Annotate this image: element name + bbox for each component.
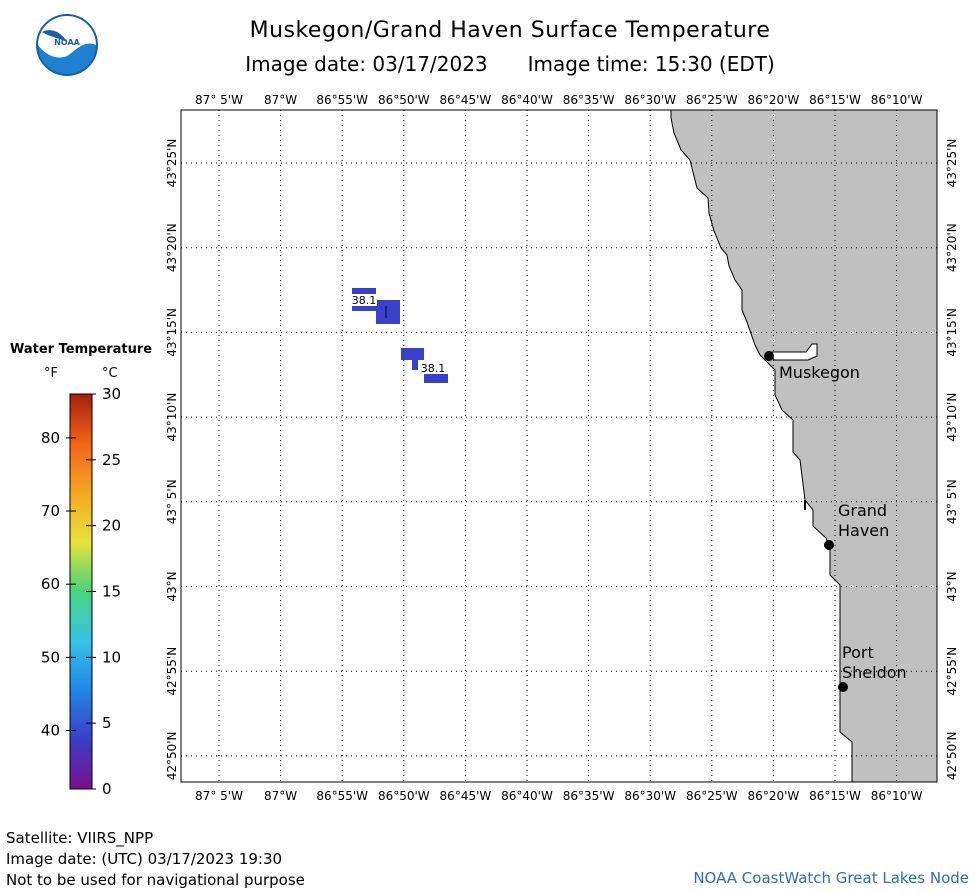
lon-label-bottom: 86°10'W [871,789,923,803]
temperature-colorbar: 0 5 10 15 20 25 30 40 50 60 70 80 [41,385,121,798]
lat-label-right: 43° 5'N [945,479,959,524]
date-line: Image date: 03/17/2023 Image time: 15:30 … [150,52,870,76]
lat-label-left: 43°20'N [165,223,179,272]
lon-label-top: 86°15'W [809,93,861,107]
lon-label-top: 86°25'W [686,93,738,107]
page-title: Muskegon/Grand Haven Surface Temperature [249,18,771,43]
lat-label-right: 43°20'N [945,223,959,272]
c-tick-label: 25 [102,451,121,469]
muskegon-lake [769,343,818,361]
city-label: Grand [838,501,887,520]
lat-label-left: 42°55'N [165,647,179,696]
c-tick-label: 20 [102,517,121,535]
city-marker [764,351,774,361]
map-frame [180,109,938,783]
sst-pixel [352,306,376,311]
credit-text: NOAA CoastWatch Great Lakes Node [693,869,969,887]
lat-label-right: 43°25'N [945,139,959,188]
f-tick-label: 80 [41,429,60,447]
lon-label-bottom: 86°55'W [316,789,368,803]
lat-label-left: 42°50'N [165,731,179,780]
sst-label: 38.1 [352,294,377,307]
lat-label-right: 42°55'N [945,647,959,696]
sst-label: 38.1 [421,362,446,375]
sst-pixel [376,300,400,324]
legend-title: Water Temperature [10,342,153,357]
lon-label-top: 86°50'W [378,93,430,107]
city-label: Port [842,643,874,662]
lon-label-top: 86°40'W [501,93,553,107]
image-time: Image time: 15:30 (EDT) [527,52,775,76]
city-label: Sheldon [842,663,907,682]
lat-label-left: 43°15'N [165,308,179,357]
c-tick-label: 15 [102,583,121,601]
lat-label-left: 43°10'N [165,393,179,442]
sst-pixel [412,360,418,370]
lon-label-bottom: 87° 5'W [195,789,243,803]
f-tick-label: 60 [41,575,60,593]
c-tick-label: 30 [102,385,121,403]
image-date: Image date: 03/17/2023 [245,52,488,76]
sst-pixel [352,288,376,294]
lat-label-left: 43° 5'N [165,479,179,524]
lon-label-bottom: 86°20'W [748,789,800,803]
sst-label-bg [419,362,447,374]
f-tick-label: 40 [41,721,60,739]
lon-label-top: 86°35'W [563,93,615,107]
land-mass [670,110,937,782]
city-label: Muskegon [779,363,860,382]
lat-label-right: 43°10'N [945,393,959,442]
city-marker [838,682,848,692]
sst-pixel [424,374,448,383]
lon-label-bottom: 86°40'W [501,789,553,803]
utc-date: Image date: (UTC) 03/17/2023 19:30 [6,850,283,868]
city-marker [824,540,834,550]
f-tick-label: 70 [41,502,60,520]
lon-label-bottom: 87°W [264,789,297,803]
satellite-name: Satellite: VIIRS_NPP [6,829,154,847]
sst-pixel [401,348,424,360]
legend-unit-c: °C [102,366,118,381]
lon-label-bottom: 86°50'W [378,789,430,803]
lat-label-left: 43°25'N [165,139,179,188]
lon-label-top: 86°45'W [440,93,492,107]
city-label: Haven [838,521,889,540]
lon-label-top: 87° 5'W [195,93,243,107]
lon-label-top: 86°30'W [624,93,676,107]
disclaimer: Not to be used for navigational purpose [6,871,305,889]
f-tick-label: 50 [41,648,60,666]
lat-label-right: 42°50'N [945,731,959,780]
c-tick-label: 10 [102,648,121,666]
footer-info: Satellite: VIIRS_NPP Image date: (UTC) 0… [6,828,305,891]
lon-label-top: 86°20'W [748,93,800,107]
noaa-logo-icon: NOAA [36,14,98,76]
lon-label-top: 86°55'W [316,93,368,107]
c-tick-label: 5 [102,714,112,732]
c-tick-label: 0 [102,780,112,798]
lon-label-top: 87°W [264,93,297,107]
lon-label-top: 86°10'W [871,93,923,107]
lon-label-bottom: 86°45'W [440,789,492,803]
lon-label-bottom: 86°15'W [809,789,861,803]
sst-label-bg [351,294,377,306]
lon-label-bottom: 86°25'W [686,789,738,803]
lat-label-right: 43°15'N [945,308,959,357]
lon-label-bottom: 86°35'W [563,789,615,803]
lat-label-right: 43°N [945,571,959,601]
lon-label-bottom: 86°30'W [624,789,676,803]
logo-text: NOAA [54,38,80,47]
lat-label-left: 43°N [165,571,179,601]
legend-unit-f: °F [44,366,58,381]
map: 38.1 38.1 87° 5'W 87° 5'W 87°W 87°W 86°55'W 86… [165,93,959,803]
